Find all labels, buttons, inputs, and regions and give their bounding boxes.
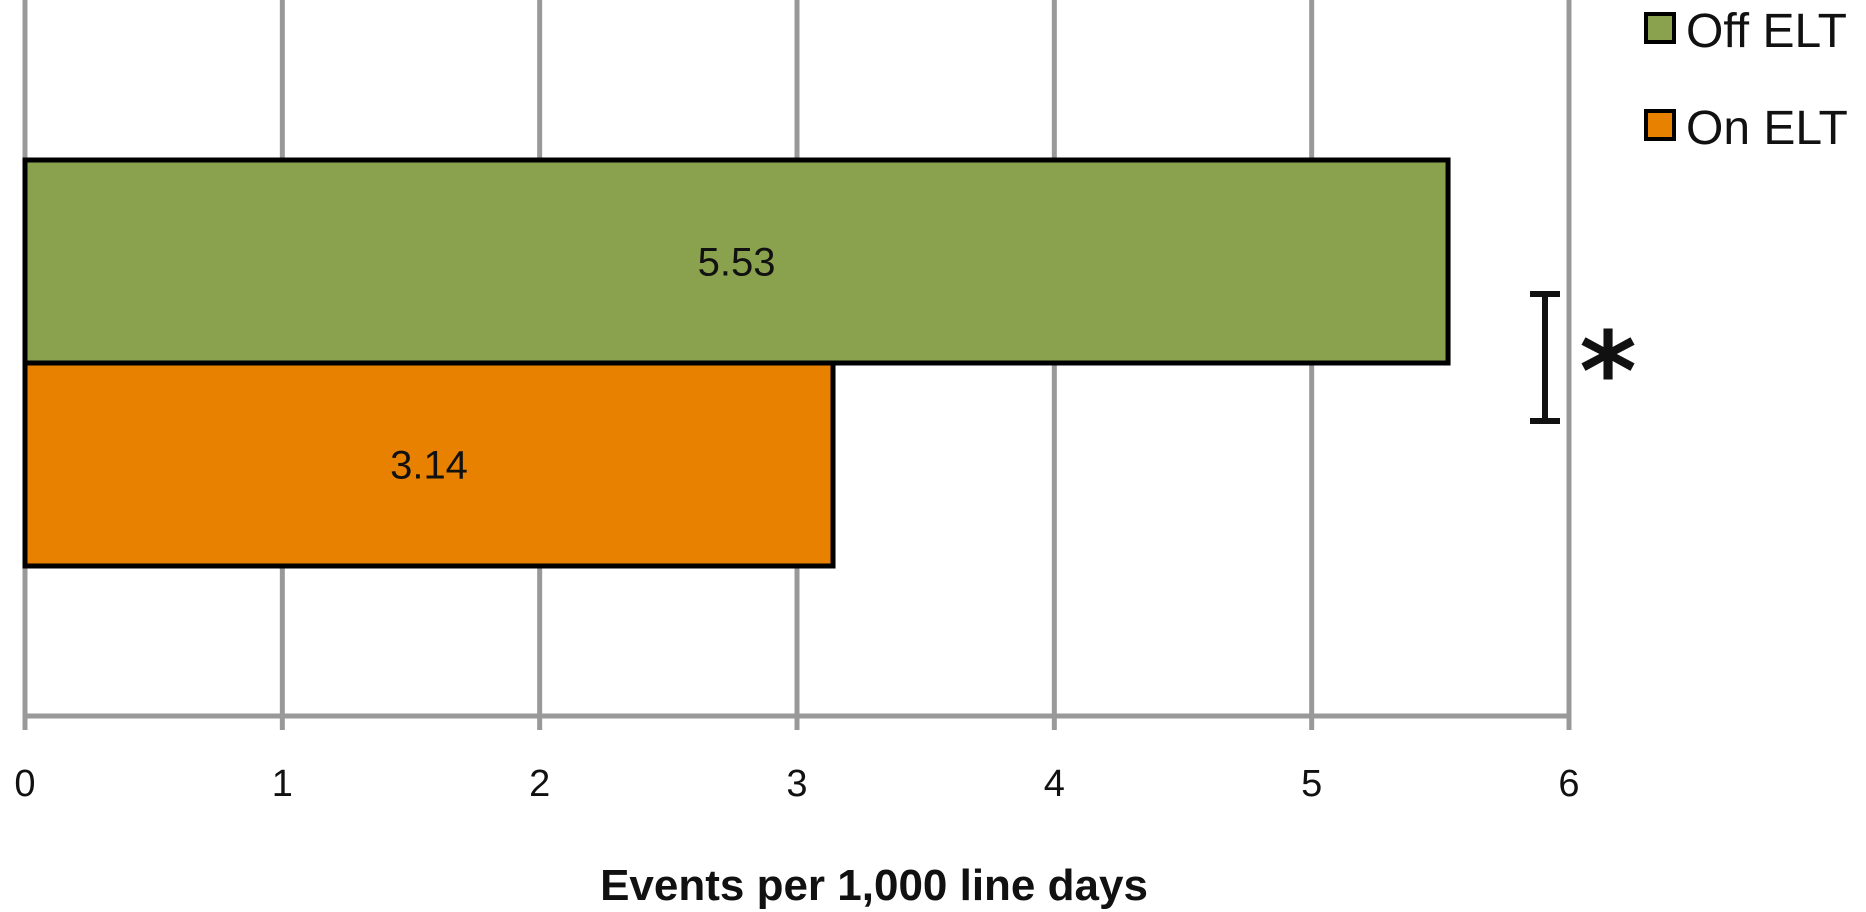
x-tick-label: 2	[529, 763, 550, 805]
x-tick-label: 6	[1558, 763, 1579, 805]
legend-label: Off ELT	[1686, 5, 1847, 58]
x-tick-label: 5	[1301, 763, 1322, 805]
bars	[22, 157, 1451, 569]
x-axis: 0 1 2 3 4 5 6	[14, 713, 1580, 805]
legend: Off ELT On ELT	[1644, 5, 1848, 155]
x-tick-label: 1	[272, 763, 293, 805]
x-axis-label: Events per 1,000 line days	[600, 861, 1148, 910]
x-tick-label: 4	[1044, 763, 1065, 805]
data-label: 3.14	[390, 444, 468, 488]
x-tick-label: 3	[786, 763, 807, 805]
value-labels: 5.53 3.14	[390, 241, 775, 488]
significance-asterisk: *	[1579, 308, 1637, 436]
bar-off-elt	[22, 157, 1451, 366]
significance-bracket	[1530, 291, 1560, 424]
legend-label: On ELT	[1686, 102, 1848, 155]
legend-swatch	[1644, 109, 1676, 141]
data-label: 5.53	[698, 241, 776, 285]
x-tick-label: 0	[14, 763, 35, 805]
bar-on-elt	[22, 360, 836, 569]
legend-swatch	[1644, 12, 1676, 44]
